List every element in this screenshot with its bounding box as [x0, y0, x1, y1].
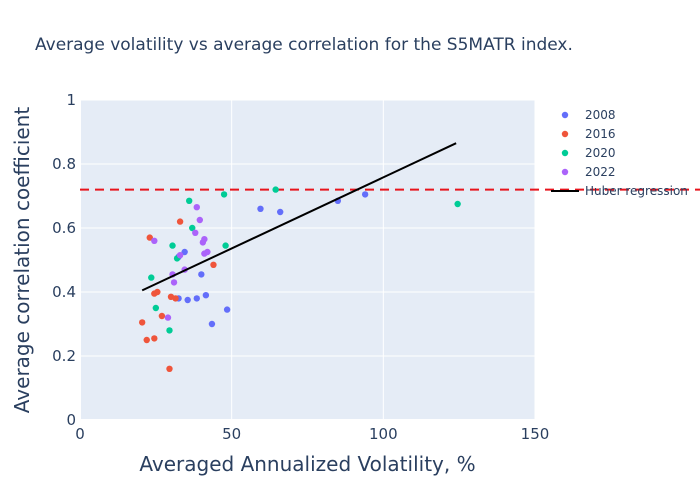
data-point-2020 [186, 197, 193, 204]
data-point-2016 [151, 335, 158, 342]
y-tick-label: 0.2 [52, 347, 76, 365]
x-axis-title: Averaged Annualized Volatility, % [139, 452, 475, 476]
data-point-2008 [208, 320, 216, 328]
x-tick-label: 50 [222, 425, 241, 443]
data-point-2016 [146, 234, 153, 241]
y-axis-title: Average correlation coefficient [10, 107, 34, 414]
data-point-2016 [176, 218, 184, 225]
data-point-2008 [181, 248, 188, 256]
legend[interactable]: 2008 2016 2020 2022 Huber regression [551, 108, 688, 198]
data-point-2020 [152, 304, 160, 312]
data-point-2020 [169, 242, 176, 249]
regression-group [141, 142, 457, 292]
legend-label-2016[interactable]: 2016 [585, 127, 616, 141]
axis-ticks: 0 50 100 150 0 0.2 0.4 0.6 0.8 1 [52, 91, 549, 443]
data-point-2022 [201, 236, 208, 243]
y-tick-label: 0.6 [52, 219, 76, 237]
data-point-2008 [361, 191, 369, 198]
data-point-2016 [172, 295, 179, 302]
data-point-2020 [220, 191, 228, 198]
data-point-2022 [170, 279, 178, 286]
y-tick-label: 0.4 [52, 283, 76, 301]
plot-area [80, 100, 535, 420]
data-point-2020 [189, 224, 196, 232]
legend-label-2020[interactable]: 2020 [585, 146, 616, 160]
data-point-2016 [158, 312, 166, 320]
data-point-2020 [166, 327, 173, 334]
data-point-2020 [148, 274, 155, 281]
data-point-2022 [164, 314, 172, 321]
data-point-2016 [138, 319, 146, 326]
x-tick-label: 0 [75, 425, 85, 443]
data-point-2020 [454, 200, 461, 208]
data-point-2008 [198, 271, 205, 278]
x-tick-label: 150 [521, 425, 550, 443]
x-tick-label: 100 [369, 425, 398, 443]
data-point-2016 [166, 365, 173, 372]
data-point-2016 [210, 261, 217, 268]
legend-marker-2020 [561, 149, 569, 157]
data-point-2020 [272, 186, 279, 193]
data-point-2008 [277, 208, 284, 216]
data-point-2008 [184, 296, 191, 304]
data-point-2008 [202, 292, 210, 299]
data-point-2022 [204, 248, 211, 256]
data-point-2022 [193, 204, 200, 211]
legend-marker-2008 [561, 111, 569, 119]
data-point-2022 [151, 237, 158, 244]
legend-label-2022[interactable]: 2022 [585, 165, 616, 179]
legend-marker-2022 [561, 168, 569, 176]
data-point-2022 [192, 229, 199, 236]
legend-label-2008[interactable]: 2008 [585, 108, 616, 122]
legend-label-regression[interactable]: Huber regression [585, 184, 688, 198]
y-tick-label: 0.8 [52, 155, 76, 173]
data-points [138, 186, 461, 372]
y-tick-label: 0 [66, 411, 76, 429]
data-point-2008 [223, 306, 231, 313]
legend-marker-2016 [561, 130, 569, 138]
data-point-2016 [154, 288, 161, 296]
regression-line [141, 142, 457, 292]
chart-title: Average volatility vs average correlatio… [35, 35, 573, 55]
data-point-2020 [222, 242, 229, 249]
data-point-2022 [176, 252, 184, 259]
data-point-2008 [257, 205, 264, 212]
data-point-2022 [196, 216, 204, 224]
data-point-2008 [193, 295, 200, 302]
y-tick-label: 1 [66, 91, 76, 109]
data-point-2016 [143, 336, 150, 344]
